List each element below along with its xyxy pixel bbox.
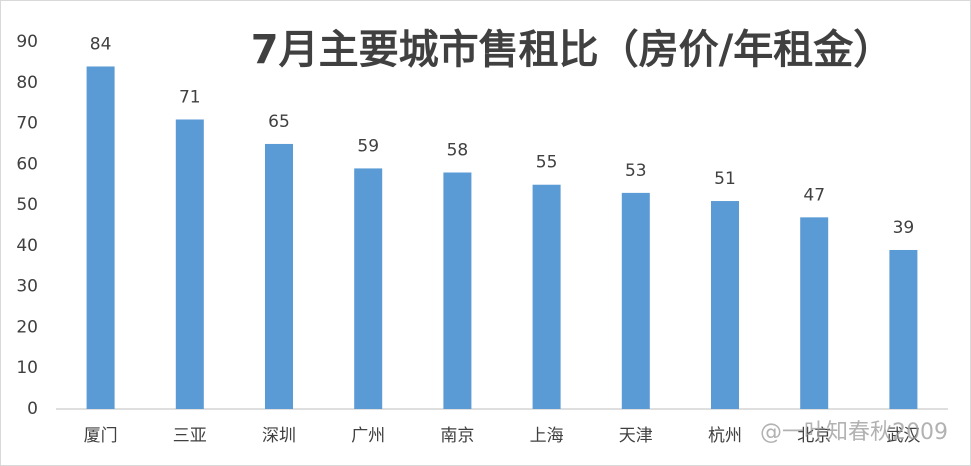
bar xyxy=(800,217,829,409)
x-tick-label: 南京 xyxy=(440,426,474,446)
bar xyxy=(354,168,383,409)
y-tick-label: 30 xyxy=(16,277,38,297)
value-label: 59 xyxy=(357,136,379,156)
x-tick-label: 杭州 xyxy=(708,426,742,446)
value-label: 53 xyxy=(625,161,647,181)
bar xyxy=(443,172,472,409)
y-tick-label: 20 xyxy=(16,317,38,337)
watermark: @一叶知春秋2009 xyxy=(760,420,948,445)
value-label: 71 xyxy=(179,87,201,107)
bar xyxy=(711,201,739,409)
bar xyxy=(265,143,293,409)
x-tick-label: 厦门 xyxy=(84,426,118,446)
value-label: 84 xyxy=(90,34,112,54)
y-tick-label: 70 xyxy=(16,114,38,134)
y-tick-label: 60 xyxy=(16,154,38,174)
bar xyxy=(86,66,115,409)
bar xyxy=(889,249,918,409)
y-tick-label: 0 xyxy=(27,399,38,419)
value-label: 58 xyxy=(447,140,469,160)
y-tick-label: 40 xyxy=(16,236,38,256)
value-label: 65 xyxy=(268,112,290,132)
value-label: 47 xyxy=(803,185,825,205)
y-tick-label: 80 xyxy=(16,73,38,93)
x-tick-label: 武汉 xyxy=(886,426,920,446)
bar xyxy=(532,184,561,409)
x-tick-label: 深圳 xyxy=(262,426,296,446)
x-tick-label: 广州 xyxy=(351,426,385,446)
chart-title: 7月主要城市售租比（房价/年租金） xyxy=(251,27,893,73)
x-tick-label: 上海 xyxy=(530,426,564,446)
x-tick-label: 三亚 xyxy=(173,426,207,446)
value-label: 55 xyxy=(536,153,558,173)
x-tick-label: 北京 xyxy=(797,426,831,446)
bar xyxy=(175,119,204,409)
y-tick-label: 50 xyxy=(16,195,38,215)
value-label: 51 xyxy=(714,169,736,189)
value-label: 39 xyxy=(893,218,915,238)
y-tick-label: 10 xyxy=(16,358,38,378)
y-tick-label: 90 xyxy=(16,32,38,52)
x-tick-label: 天津 xyxy=(619,426,653,446)
bar xyxy=(621,192,650,409)
